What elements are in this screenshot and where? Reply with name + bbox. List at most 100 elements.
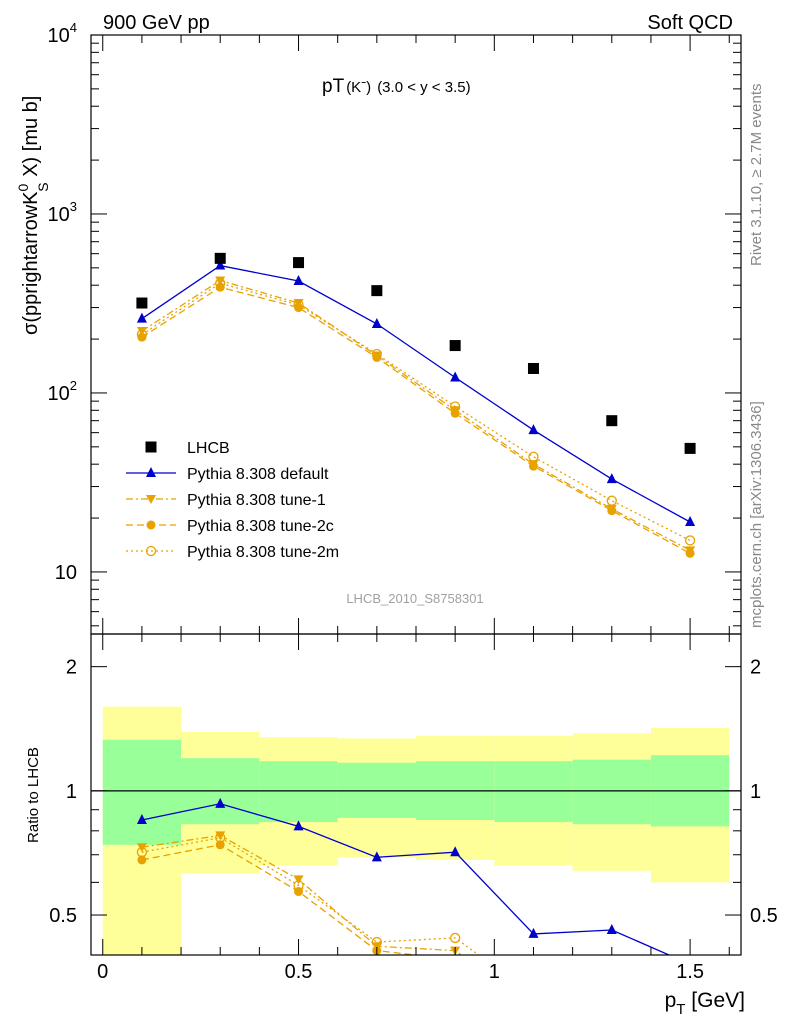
- legend-marker: [145, 545, 157, 557]
- legend-marker: [146, 467, 156, 477]
- data-point: [450, 408, 460, 418]
- main-title: pT (Kˉ) (3.0 < y < 3.5): [322, 76, 471, 97]
- legend-item: Pythia 8.308 tune-2c: [126, 518, 334, 535]
- main-plot-marks: [136, 252, 696, 558]
- data-point: [136, 326, 147, 336]
- data-point: [372, 352, 382, 362]
- main-title-range: (3.0 < y < 3.5): [377, 79, 470, 96]
- data-point: [528, 461, 538, 471]
- ratio-data-point: [294, 887, 304, 897]
- ratio-x-tick-label: 1: [489, 961, 500, 983]
- data-point: [685, 516, 696, 527]
- data-point: [215, 276, 226, 286]
- ratio-uncertainty-bands: [91, 706, 741, 955]
- ratio-data-point: [450, 846, 461, 857]
- main-title-particle: (Kˉ): [346, 79, 371, 96]
- data-point: [137, 332, 147, 342]
- ratio-data-point: [528, 1003, 538, 1012]
- main-y-tick-label: 102: [48, 378, 77, 405]
- source-label: mcplots.cern.ch [arXiv:1306.3436]: [748, 401, 765, 628]
- main-y-tick-label-exp: 3: [70, 199, 77, 214]
- data-point: [607, 506, 617, 516]
- series-lhcb: [136, 252, 696, 454]
- main-y-tick-label-base: 10: [48, 204, 70, 226]
- data-point: [136, 312, 147, 323]
- series-pythia-8-308-tune-2c: [137, 282, 695, 558]
- ratio-data-point: [607, 996, 616, 1005]
- ratio-data-point: [529, 1008, 538, 1017]
- data-point: [450, 371, 461, 382]
- ratio-y-tick-label-left: 2: [66, 657, 77, 679]
- ratio-xlabel: pT [GeV]: [665, 989, 745, 1018]
- ratio-data-point: [137, 855, 147, 865]
- ratio-data-point: [528, 927, 539, 938]
- legend-label: Pythia 8.308 tune-1: [187, 492, 326, 509]
- main-ylabel-tail: X) [mu b]: [20, 96, 42, 183]
- data-point: [136, 297, 148, 309]
- ratio-y-tick-label-right: 0.5: [750, 905, 778, 927]
- data-point: [684, 442, 696, 454]
- data-point: [684, 535, 696, 546]
- main-y-tick-label-exp: 2: [70, 378, 77, 393]
- ratio-data-point: [215, 831, 226, 841]
- ratio-y-tick-label-right: 1: [750, 781, 761, 803]
- ratio-data-point: [450, 932, 461, 944]
- main-ylabel-sup: 0: [15, 183, 31, 191]
- ratio-xlabel-sub: T: [676, 1001, 685, 1018]
- ratio-xlabel-tail: [GeV]: [685, 989, 745, 1012]
- rivet-label: Rivet 3.1.10, ≥ 2.7M events: [748, 84, 765, 267]
- data-point: [214, 252, 226, 264]
- data-point: [449, 340, 461, 352]
- ratio-xlabel-main: p: [665, 989, 677, 1012]
- data-point: [293, 257, 305, 269]
- main-y-tick-label: 103: [48, 199, 77, 226]
- ratio-band-inner: [102, 739, 182, 845]
- legend-item: Pythia 8.308 tune-2m: [126, 544, 339, 561]
- main-y-tick-label: 104: [48, 20, 77, 47]
- ratio-data-point: [136, 813, 147, 824]
- main-ylabel: σ(pprightarrowK0 S X) [mu b]: [15, 96, 51, 335]
- main-ylabel-sub: S: [35, 182, 51, 191]
- header-right: Soft QCD: [647, 12, 733, 34]
- legend-label: Pythia 8.308 tune-2c: [187, 518, 334, 535]
- legend-marker: [145, 441, 157, 453]
- ratio-data-point: [451, 955, 460, 964]
- series-line: [141, 286, 691, 554]
- ratio-data-point: [607, 974, 616, 983]
- main-ylabel-main: σ(pprightarrowK: [20, 191, 42, 335]
- ratio-data-point: [607, 991, 617, 1000]
- series-pythia-8-308-tune-2m: [136, 278, 696, 546]
- data-point: [215, 282, 225, 292]
- header-left: 900 GeV pp: [103, 12, 210, 34]
- data-point: [371, 317, 382, 328]
- main-y-tick-label-exp: 4: [70, 20, 77, 35]
- legend-item: Pythia 8.308 default: [126, 466, 329, 483]
- legend: LHCB Pythia 8.308 default Pythia 8.308 tun…: [126, 440, 339, 561]
- main-y-tick-label-base: 10: [48, 25, 70, 47]
- ratio-data-point: [293, 875, 304, 885]
- data-point: [527, 362, 539, 374]
- data-point: [215, 259, 226, 270]
- legend-marker: [146, 520, 156, 530]
- ratio-band-inner: [572, 759, 651, 825]
- legend-marker: [146, 495, 156, 504]
- main-y-tick-label-base: 10: [48, 383, 70, 405]
- data-point: [371, 285, 383, 297]
- legend-label: Pythia 8.308 default: [187, 466, 329, 483]
- ratio-data-point: [371, 851, 382, 862]
- ratio-data-point: [293, 820, 304, 831]
- data-point: [528, 424, 539, 435]
- data-point: [606, 415, 618, 427]
- ratio-y-tick-label-left: 0.5: [49, 905, 77, 927]
- data-point: [293, 275, 304, 286]
- ratio-band-inner: [259, 761, 338, 823]
- data-point: [606, 473, 617, 484]
- ratio-series-pythia-8-308-default: [136, 797, 671, 955]
- series-pythia-8-308-default: [136, 259, 696, 527]
- ratio-band-inner: [494, 761, 573, 823]
- legend-item: LHCB: [145, 440, 230, 457]
- ratio-data-point: [606, 923, 617, 934]
- ratio-data-point: [136, 843, 147, 853]
- ratio-y-tick-label-right: 2: [750, 657, 761, 679]
